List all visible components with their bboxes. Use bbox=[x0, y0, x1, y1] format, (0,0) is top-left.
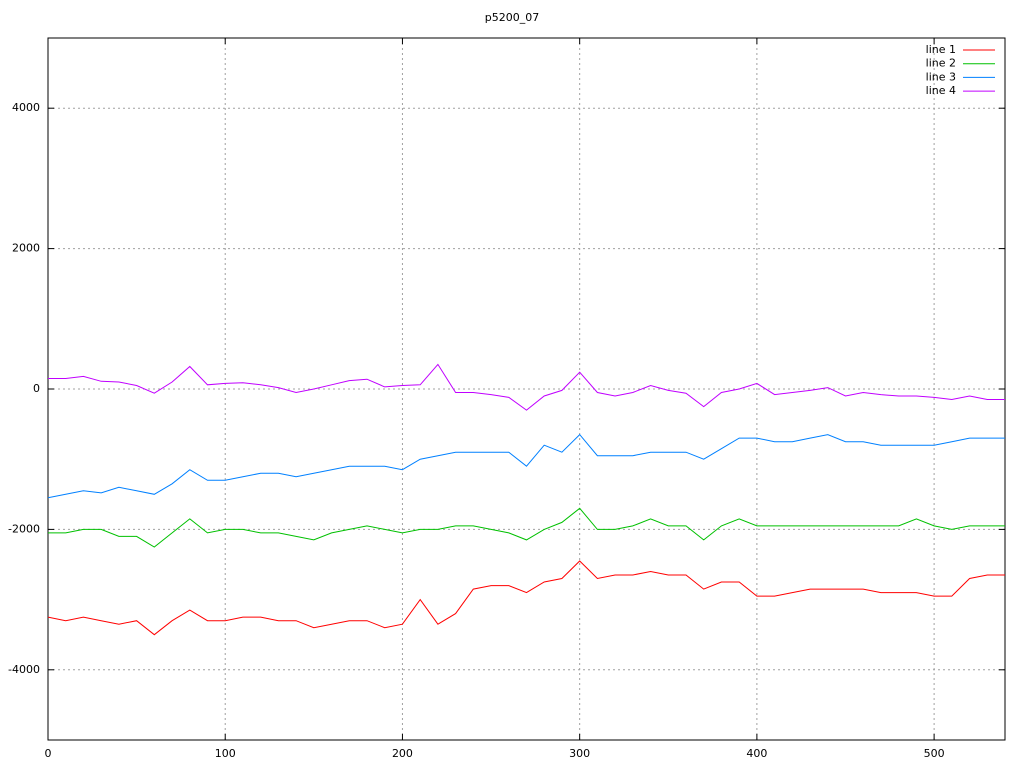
series-line bbox=[47, 560, 1005, 636]
y-tick-label: -2000 bbox=[8, 522, 40, 535]
y-tick-label: 0 bbox=[33, 382, 40, 395]
plot-border bbox=[47, 37, 1006, 741]
series-line bbox=[48, 507, 1005, 548]
y-tick-label: 4000 bbox=[12, 101, 40, 114]
x-tick-label: 500 bbox=[924, 747, 945, 760]
y-tick-label: -4000 bbox=[8, 663, 40, 676]
chart-title: p5200_07 bbox=[485, 11, 539, 24]
legend-label: line 3 bbox=[926, 70, 956, 83]
x-tick-label: 200 bbox=[392, 747, 413, 760]
x-tick-label: 0 bbox=[45, 747, 52, 760]
legend-label: line 2 bbox=[926, 57, 956, 70]
series-line bbox=[48, 363, 1005, 411]
y-tick-label: 2000 bbox=[12, 242, 40, 255]
legend-label: line 1 bbox=[926, 43, 956, 56]
x-tick-label: 300 bbox=[569, 747, 590, 760]
series-line bbox=[47, 433, 1005, 499]
x-tick-label: 100 bbox=[215, 747, 236, 760]
x-tick-label: 400 bbox=[746, 747, 767, 760]
legend-label: line 4 bbox=[926, 84, 956, 97]
